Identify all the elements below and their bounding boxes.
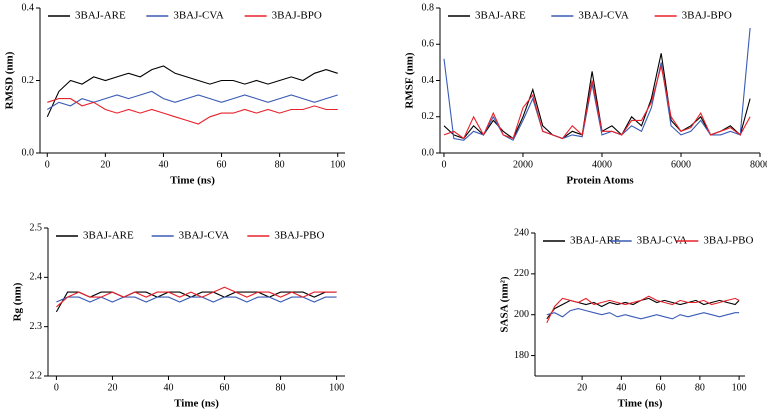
- series-line: [46, 65, 338, 118]
- x-tick-label: 20: [107, 382, 117, 393]
- x-tick-label: 6000: [671, 159, 691, 170]
- x-tick-label: 20: [577, 382, 587, 393]
- x-tick-label: 40: [158, 159, 168, 170]
- series-line: [546, 308, 740, 320]
- y-tick-label: 220: [514, 268, 529, 279]
- series-line: [443, 65, 751, 140]
- panel: 0.0 0.2 0.4 0.6 0.8 0 2000 4000 6000 8000 Protein …: [404, 2, 767, 186]
- legend-label: 3BAJ-BPO: [682, 10, 732, 22]
- panel: 2.2 2.3 2.4 2.5 0 20 40 60 80 100 Time (ns) Rg (nm)…: [12, 222, 345, 410]
- y-tick-label: 200: [514, 309, 529, 320]
- x-tick-label: 80: [276, 382, 286, 393]
- series-line: [546, 295, 740, 324]
- x-tick-label: 4000: [592, 159, 612, 170]
- legend-label: 3BAJ-PBO: [274, 230, 324, 242]
- y-tick-label: 0.0: [422, 147, 435, 158]
- legend-label: 3BAJ-CVA: [578, 10, 629, 22]
- x-axis-label: Time (ns): [174, 398, 219, 410]
- x-tick-label: 80: [695, 382, 705, 393]
- x-tick-label: 0: [54, 382, 59, 393]
- x-axis-label: Protein Atoms: [566, 175, 634, 187]
- legend-label: 3BAJ-CVA: [179, 230, 230, 242]
- series-line: [443, 27, 751, 142]
- x-tick-label: 60: [220, 382, 230, 393]
- x-tick-label: 40: [163, 382, 173, 393]
- legend-label: 3BAJ-ARE: [75, 10, 126, 22]
- y-axis-label: Rg (nm): [12, 282, 24, 321]
- y-tick-label: 0.2: [422, 111, 435, 122]
- series-line: [443, 53, 751, 140]
- x-tick-label: 0: [441, 159, 446, 170]
- x-axis-label: Time (ns): [170, 175, 215, 187]
- y-axis-label: SASA (nm²): [499, 276, 511, 333]
- x-tick-label: 100: [330, 159, 345, 170]
- y-tick-label: 2.5: [30, 222, 43, 233]
- series-line: [56, 296, 337, 303]
- y-tick-label: 2.3: [30, 321, 43, 332]
- x-tick-label: 80: [275, 159, 285, 170]
- y-tick-label: 240: [514, 227, 529, 238]
- y-tick-label: 0.8: [422, 2, 435, 13]
- legend-label: 3BAJ-ARE: [475, 10, 526, 22]
- y-axis-label: RMSF (nm): [404, 52, 416, 108]
- x-tick-label: 100: [732, 382, 747, 393]
- panel: 0.0 0.2 0.4 0 20 40 60 80 100 Time (ns) RMSD (nm) 3…: [4, 2, 346, 186]
- legend-label: 3BAJ-ARE: [83, 230, 134, 242]
- y-tick-label: 2.2: [30, 370, 43, 381]
- y-tick-label: 0.2: [22, 75, 35, 86]
- legend-label: 3BAJ-BPO: [272, 10, 322, 22]
- y-tick-label: 0.4: [22, 2, 35, 13]
- y-tick-label: 0.6: [422, 39, 435, 50]
- series-line: [546, 297, 740, 320]
- y-tick-label: 0.0: [22, 147, 35, 158]
- y-axis-label: RMSD (nm): [4, 51, 16, 109]
- x-tick-label: 40: [616, 382, 626, 393]
- x-tick-label: 8000: [750, 159, 767, 170]
- series-line: [47, 90, 338, 110]
- y-tick-label: 2.4: [30, 272, 43, 283]
- legend-label: 3BAJ-CVA: [637, 235, 688, 247]
- x-tick-label: 2000: [513, 159, 533, 170]
- legend-label: 3BAJ-CVA: [173, 10, 224, 22]
- series-line: [47, 98, 338, 125]
- x-tick-label: 20: [100, 159, 110, 170]
- series-line: [56, 286, 337, 308]
- x-axis-label: Time (ns): [618, 398, 663, 410]
- x-tick-label: 100: [329, 382, 344, 393]
- legend-label: 3BAJ-ARE: [570, 235, 621, 247]
- x-tick-label: 0: [45, 159, 50, 170]
- y-tick-label: 180: [514, 350, 529, 361]
- panel: 180 200 220 240 20 40 60 80 100 Time (ns) SASA (nm…: [499, 227, 754, 409]
- x-tick-label: 60: [217, 159, 227, 170]
- x-tick-label: 60: [656, 382, 666, 393]
- y-tick-label: 0.4: [422, 75, 435, 86]
- legend-label: 3BAJ-PBO: [703, 235, 753, 247]
